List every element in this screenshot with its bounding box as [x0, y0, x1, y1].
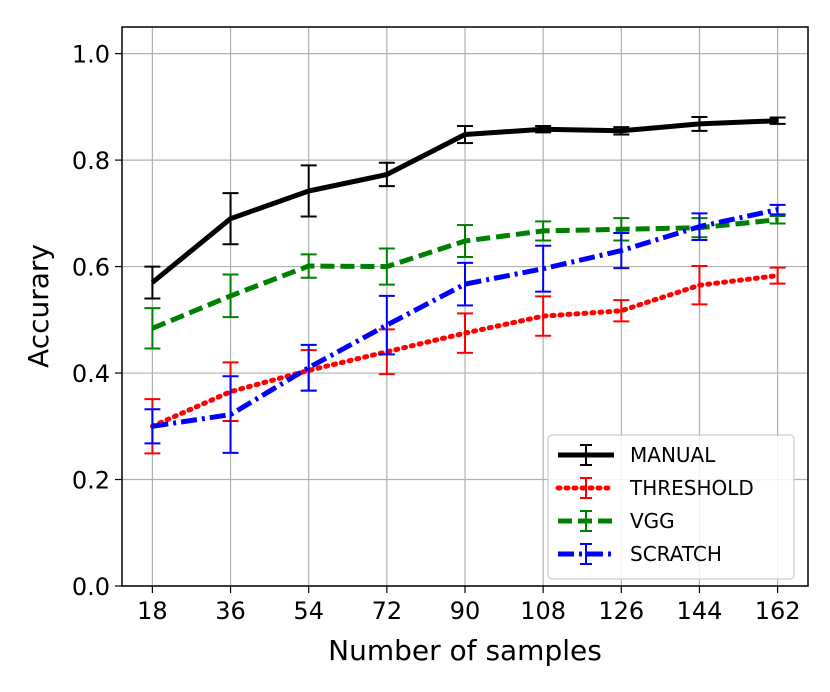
- series-lines: [144, 115, 786, 455]
- y-tick-label: 0.0: [72, 573, 110, 601]
- x-tick-label: 90: [450, 597, 481, 625]
- x-tick-label: 144: [677, 597, 723, 625]
- y-axis-label: Accurary: [22, 244, 55, 368]
- x-tick-label: 18: [137, 597, 168, 625]
- threshold-line: [149, 273, 781, 429]
- legend-box: [547, 434, 795, 580]
- x-axis-label: Number of samples: [328, 634, 602, 667]
- scratch-line: [152, 207, 779, 429]
- y-tick-label: 0.4: [72, 360, 110, 388]
- legend-manual-label: MANUAL: [630, 443, 716, 467]
- legend-vgg-label: VGG: [630, 509, 675, 533]
- y-tick-label: 0.2: [72, 467, 110, 495]
- x-tick-label: 108: [520, 597, 566, 625]
- axis-ticks: 18 36 54 72 90 108 126 144 162 0.0 0.2 0.4 0.6 0.8 1.0: [72, 41, 801, 625]
- x-tick-label: 36: [215, 597, 246, 625]
- manual-line: [150, 118, 778, 285]
- vgg-line: [151, 217, 778, 331]
- legend-threshold-label: THRESHOLD: [629, 476, 754, 500]
- x-tick-label: 54: [293, 597, 324, 625]
- legend-scratch-label: SCRATCH: [630, 542, 722, 566]
- x-tick-label: 126: [598, 597, 644, 625]
- y-tick-label: 1.0: [72, 41, 110, 69]
- y-tick-label: 0.6: [72, 254, 110, 282]
- legend: MANUAL THRESHOLD VGG SCRATCH: [547, 434, 795, 580]
- x-tick-label: 72: [372, 597, 403, 625]
- x-tick-label: 162: [755, 597, 801, 625]
- y-tick-label: 0.8: [72, 147, 110, 175]
